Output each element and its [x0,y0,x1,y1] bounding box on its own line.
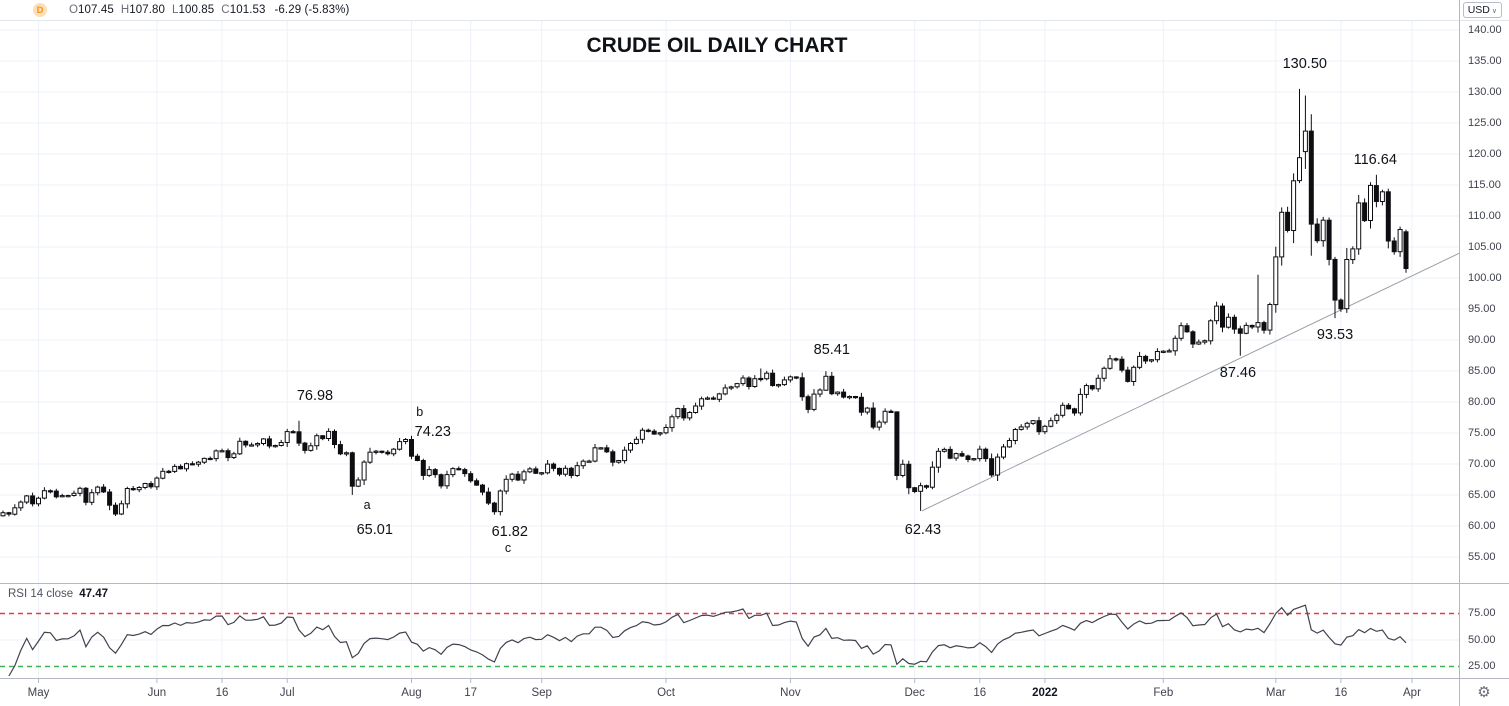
price-axis-label: 120.00 [1468,147,1502,160]
rsi-line [8,604,1407,677]
currency-label: USD [1467,4,1490,16]
price-axis-label: 95.00 [1468,302,1496,315]
chart-annotation: 85.41 [813,341,850,358]
time-axis-label: 2022 [1032,687,1058,699]
time-axis-label: 16 [1334,687,1348,699]
ohlc-field-value: 100.85 [178,4,215,16]
chevron-down-icon: ∨ [1491,8,1497,15]
ohlc-field-label: C [221,4,230,16]
time-axis-label: Dec [904,687,925,699]
price-axis-label: 135.00 [1468,54,1502,67]
chart-annotation: 130.50 [1282,56,1327,73]
time-axis-label: Oct [657,687,675,699]
time-axis-label: Nov [780,687,801,699]
toolbar: D O107.45 H107.80 L100.85 C101.53 -6.29 (-5.… [0,0,1459,20]
candlesticks [0,88,1409,517]
time-axis-label: 16 [973,687,987,699]
time-axis-label: Mar [1265,687,1286,699]
chart-annotation: b [416,404,424,419]
price-axis-label: 55.00 [1468,550,1496,563]
chart-annotation: 87.46 [1219,364,1257,381]
ohlc-field-label: H [120,4,130,16]
price-axis-label: 125.00 [1468,116,1502,129]
ohlc-readout: O107.45 H107.80 L100.85 C101.53 -6.29 (-5.83… [69,4,349,16]
rsi-axis[interactable]: 75.00 50.00 25.00 [1460,583,1509,678]
rsi-readout: RSI 14 close 47.47 [8,588,108,600]
timeframe-badge[interactable]: D [33,3,47,17]
time-axis-label: 16 [215,687,229,699]
chart-annotation: c [504,540,512,555]
time-axis-label: May [27,687,50,699]
time-axis-label: Jul [279,687,295,699]
price-axis-label: 100.00 [1468,271,1502,284]
chart-annotation: 93.53 [1316,327,1354,344]
price-axis-label: 105.00 [1468,240,1502,253]
ohlc-field-label: L [172,4,179,16]
chart-annotation: 116.64 [1353,152,1397,169]
time-axis-label: 17 [464,687,478,699]
ohlc-field-value: 101.53 [229,4,266,16]
ohlc-field-value: 107.45 [78,4,114,16]
price-axis-label: 110.00 [1468,209,1501,222]
rsi-axis-label: 25.00 [1468,660,1496,672]
price-axis-label: 75.00 [1468,426,1496,439]
chart-annotation: a [363,497,371,512]
chart-annotation: 61.82 [491,523,528,540]
currency-selector[interactable]: USD ∨ [1462,2,1502,18]
price-axis-label: 130.00 [1468,85,1502,98]
trendline[interactable] [921,252,1460,512]
change-value: -6.29 (-5.83%) [274,4,350,16]
chart-annotation: 65.01 [356,521,393,538]
price-axis-label: 115.00 [1468,178,1501,191]
price-axis-label: 80.00 [1468,395,1496,408]
rsi-label: RSI 14 close [8,588,74,600]
time-axis-label: Apr [1403,687,1421,699]
time-axis-label: Jun [147,687,167,699]
price-axis-label: 90.00 [1468,333,1496,346]
time-axis-label: Aug [401,687,422,699]
chart-annotation: 74.23 [414,423,451,440]
price-axis-label: 60.00 [1468,519,1496,532]
ohlc-field-label: O [69,4,79,16]
rsi-value: 47.47 [79,588,108,600]
time-axis[interactable]: May Jun 16 Jul Aug 17 Sep Oct Nov Dec 16 2022 Feb Mar… [0,679,1459,706]
chart-annotation: 76.98 [296,387,334,404]
time-axis-label: Feb [1153,687,1174,699]
rsi-axis-label: 75.00 [1468,607,1496,619]
ohlc-field-value: 107.80 [129,4,166,16]
chart-annotation: 62.43 [904,521,942,538]
settings-gear-icon[interactable]: ⚙ [1477,684,1491,701]
price-axis-label: 85.00 [1468,364,1496,377]
rsi-axis-label: 50.00 [1468,633,1496,646]
time-axis-label: Sep [531,687,552,699]
price-axis-label: 65.00 [1468,488,1496,501]
price-axis-label: 70.00 [1468,457,1496,470]
price-axis-label: 140.00 [1468,23,1502,36]
price-axis[interactable]: 140.00 135.00 130.00 125.00 120.00 115.00 110.… [1460,20,1509,578]
chart-title: CRUDE OIL DAILY CHART [586,34,848,57]
